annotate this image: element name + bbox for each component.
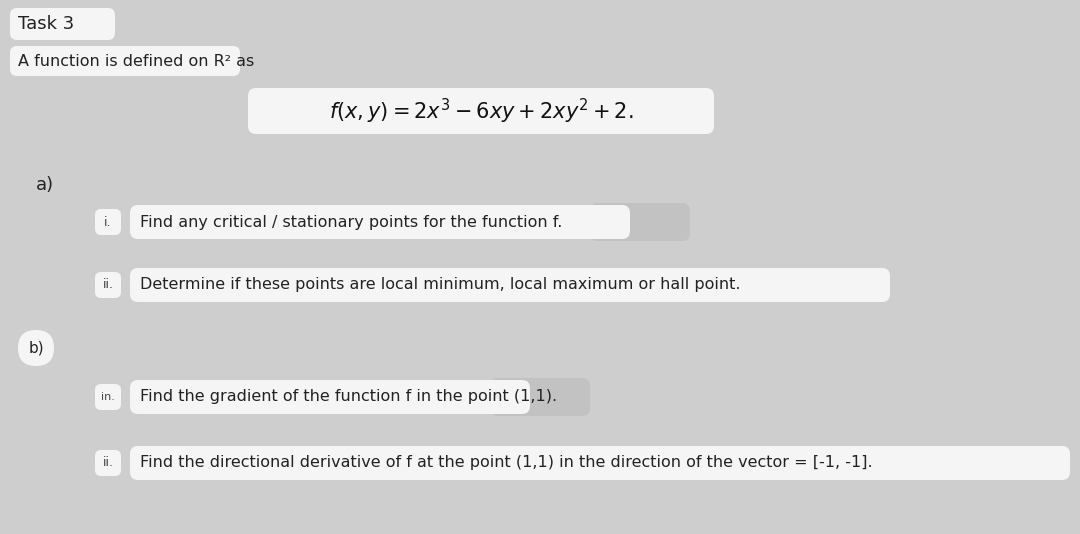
- FancyBboxPatch shape: [18, 330, 54, 366]
- Text: ii.: ii.: [103, 457, 113, 469]
- Text: Find any critical / stationary points for the function f.: Find any critical / stationary points fo…: [140, 215, 563, 230]
- Text: $f(x, y) = 2x^3 - 6xy + 2xy^2 + 2.$: $f(x, y) = 2x^3 - 6xy + 2xy^2 + 2.$: [328, 97, 633, 125]
- Text: i.: i.: [105, 216, 111, 229]
- FancyBboxPatch shape: [490, 378, 590, 416]
- FancyBboxPatch shape: [130, 446, 1070, 480]
- Text: Determine if these points are local minimum, local maximum or hall point.: Determine if these points are local mini…: [140, 278, 741, 293]
- Text: Find the directional derivative of f at the point (1,1) in the direction of the : Find the directional derivative of f at …: [140, 456, 873, 470]
- FancyBboxPatch shape: [95, 209, 121, 235]
- Text: Task 3: Task 3: [18, 15, 75, 33]
- FancyBboxPatch shape: [248, 88, 714, 134]
- FancyBboxPatch shape: [95, 450, 121, 476]
- Text: b): b): [28, 341, 44, 356]
- FancyBboxPatch shape: [130, 380, 530, 414]
- FancyBboxPatch shape: [10, 8, 114, 40]
- Text: Find the gradient of the function f in the point (1,1).: Find the gradient of the function f in t…: [140, 389, 557, 404]
- Text: A function is defined on R² as: A function is defined on R² as: [18, 53, 254, 68]
- Text: a): a): [36, 176, 54, 194]
- FancyBboxPatch shape: [10, 46, 240, 76]
- Text: in.: in.: [102, 392, 114, 402]
- Text: ii.: ii.: [103, 279, 113, 292]
- FancyBboxPatch shape: [130, 205, 630, 239]
- FancyBboxPatch shape: [95, 272, 121, 298]
- FancyBboxPatch shape: [590, 203, 690, 241]
- FancyBboxPatch shape: [95, 384, 121, 410]
- FancyBboxPatch shape: [130, 268, 890, 302]
